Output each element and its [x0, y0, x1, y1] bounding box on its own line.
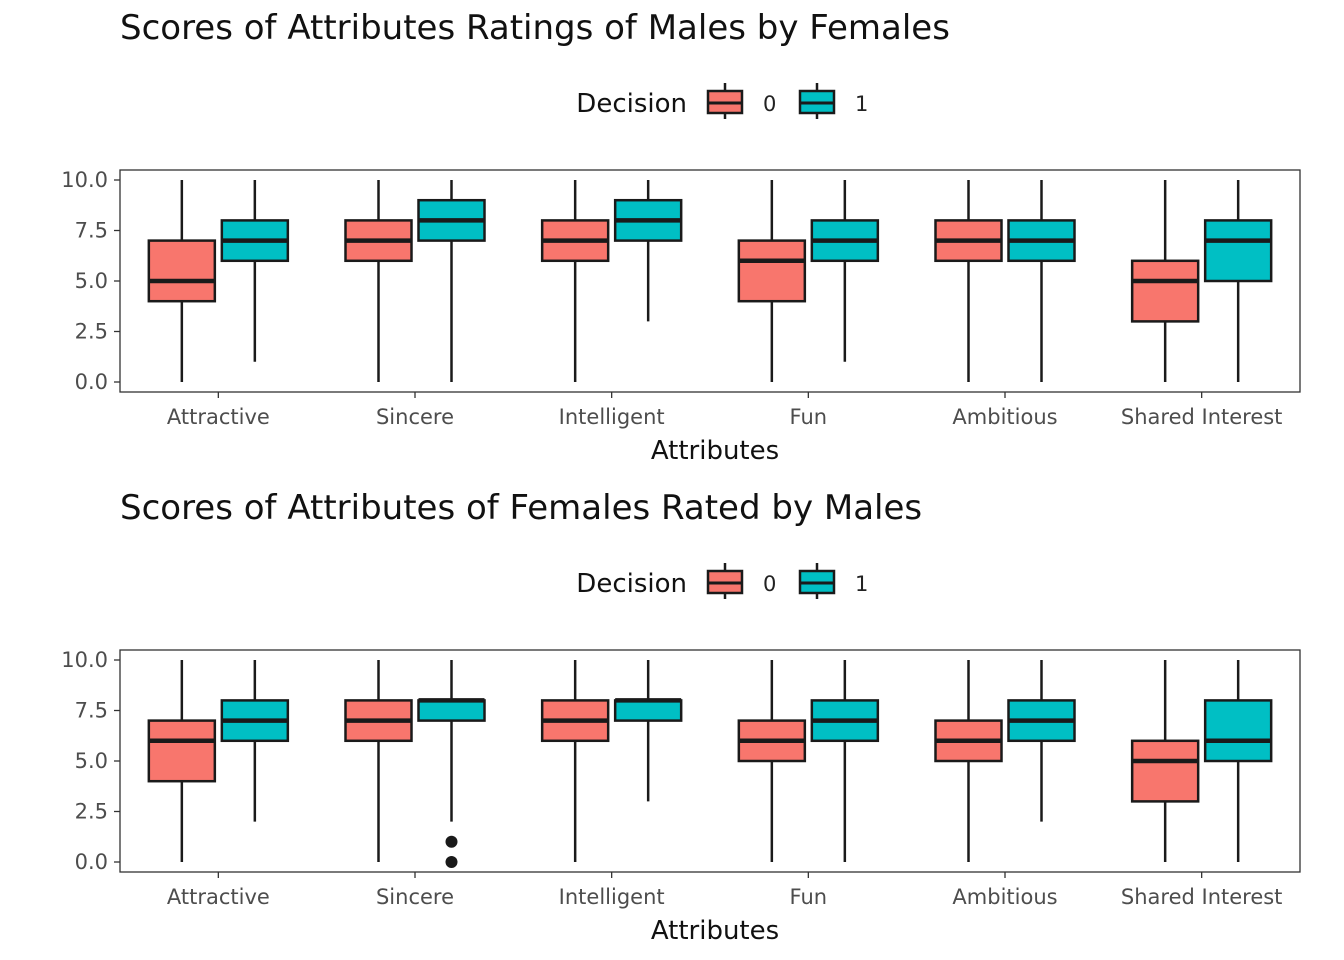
x-axis-title: Attributes [651, 436, 779, 466]
y-tick-label: 10.0 [61, 168, 108, 192]
y-tick-label: 0.0 [75, 850, 108, 874]
x-tick-label: Attractive [167, 405, 270, 429]
legend-key-0 [706, 563, 744, 599]
box-ambitious-decision-0 [934, 180, 1003, 382]
y-tick-label: 2.5 [75, 320, 108, 344]
plot-panel-border [119, 169, 1301, 393]
chart-title: Scores of Attributes Ratings of Males by… [120, 8, 950, 48]
box-iqr [613, 699, 683, 722]
x-tick-label: Shared Interest [1121, 885, 1283, 909]
x-tick-label: Ambitious [952, 405, 1057, 429]
x-tick-label: Sincere [376, 885, 454, 909]
x-tick-label: Intelligent [559, 405, 665, 429]
box-shared-interest-decision-0 [1130, 180, 1200, 382]
box-shared-interest-decision-1 [1203, 180, 1273, 382]
box-shared-interest-decision-0 [1130, 660, 1200, 862]
box-iqr [147, 719, 217, 783]
box-sincere-decision-1 [417, 180, 486, 382]
y-tick-label: 0.0 [75, 370, 108, 394]
plot-panel-border [119, 649, 1301, 873]
legend-label-1: 1 [855, 92, 868, 116]
box-ambitious-decision-0 [934, 660, 1003, 862]
box-attractive-decision-0 [147, 660, 217, 862]
y-tick-label: 10.0 [61, 648, 108, 672]
box-iqr [1130, 739, 1200, 803]
y-tick-label: 5.0 [75, 269, 108, 293]
box-fun-decision-1 [810, 180, 880, 362]
box-sincere-decision-0 [344, 660, 413, 862]
y-tick-label: 7.5 [75, 699, 108, 723]
x-tick-label: Fun [790, 405, 828, 429]
box-iqr [737, 239, 807, 303]
box-intelligent-decision-1 [613, 180, 683, 322]
legend-title: Decision [576, 569, 687, 599]
box-intelligent-decision-0 [540, 180, 610, 382]
outlier-point [445, 835, 458, 848]
box-iqr [1203, 699, 1273, 763]
legend-key-1 [798, 563, 836, 599]
box-sincere-decision-1 [417, 660, 486, 868]
legend-key-0 [706, 83, 744, 119]
box-attractive-decision-1 [220, 180, 290, 362]
x-tick-label: Ambitious [952, 885, 1057, 909]
box-ambitious-decision-1 [1007, 660, 1076, 822]
legend-label-1: 1 [855, 572, 868, 596]
legend-key-1 [798, 83, 836, 119]
chart-panel-2: Decision 0 1 0.0 2.5 5.0 7.5 10.0 Attractive Sinc… [0, 480, 1344, 960]
x-axis-title: Attributes [651, 916, 779, 946]
legend-label-0: 0 [763, 572, 776, 596]
box-attractive-decision-0 [147, 180, 217, 382]
y-tick-label: 7.5 [75, 219, 108, 243]
box-iqr [147, 239, 217, 303]
box-intelligent-decision-0 [540, 660, 610, 862]
outlier-point [445, 856, 458, 868]
box-iqr [417, 699, 486, 722]
box-ambitious-decision-1 [1007, 180, 1076, 382]
x-tick-label: Attractive [167, 885, 270, 909]
y-tick-label: 2.5 [75, 800, 108, 824]
x-tick-label: Shared Interest [1121, 405, 1283, 429]
legend-label-0: 0 [763, 92, 776, 116]
chart-panel-1: Decision 0 1 0.0 2.5 5.0 7.5 10.0 Attractive Sinc… [61, 8, 1301, 466]
box-sincere-decision-0 [344, 180, 413, 382]
x-tick-label: Sincere [376, 405, 454, 429]
box-fun-decision-0 [737, 180, 807, 382]
x-tick-label: Intelligent [559, 885, 665, 909]
chart-title: Scores of Attributes of Females Rated by… [120, 488, 923, 528]
box-shared-interest-decision-1 [1203, 660, 1273, 862]
box-iqr [1130, 259, 1200, 323]
box-fun-decision-0 [737, 660, 807, 862]
y-tick-label: 5.0 [75, 749, 108, 773]
box-fun-decision-1 [810, 660, 880, 862]
box-attractive-decision-1 [220, 660, 290, 822]
box-intelligent-decision-1 [613, 660, 683, 802]
box-iqr [1203, 219, 1273, 283]
legend-title: Decision [576, 89, 687, 119]
x-tick-label: Fun [790, 885, 828, 909]
